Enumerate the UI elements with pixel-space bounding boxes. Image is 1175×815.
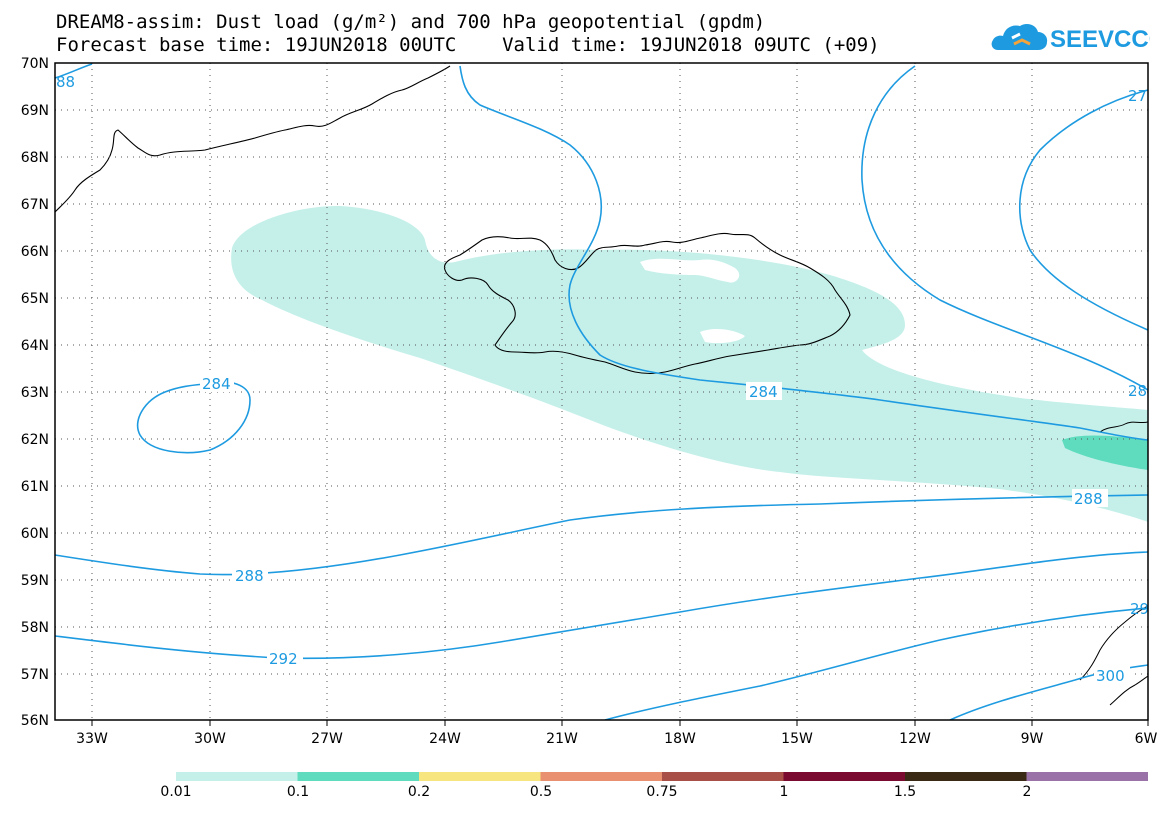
colorbar-label: 1 <box>779 784 789 800</box>
contour-284-main <box>459 65 1148 441</box>
iceland-clear-area <box>640 258 740 283</box>
faroe-coastline <box>1099 421 1148 433</box>
plot-frame <box>54 62 1149 721</box>
lat-label: 65N <box>21 291 49 307</box>
lon-label: 15W <box>781 731 813 747</box>
contour-label: 28 <box>1128 382 1147 400</box>
colorbar-label: 1.5 <box>893 784 917 800</box>
iceland-clear-area <box>700 329 745 344</box>
lat-label: 69N <box>21 103 49 119</box>
lon-label: 27W <box>311 731 343 747</box>
logo-text: SEEVCCC <box>1050 26 1150 53</box>
contour-label: 288 <box>1074 490 1103 508</box>
colorbar-label: 0.5 <box>529 784 553 800</box>
lon-label: 21W <box>546 731 578 747</box>
colorbar-swatch <box>1026 772 1148 781</box>
greenland-coastline <box>55 65 451 213</box>
contour-label: 284 <box>202 375 231 393</box>
contour-288 <box>55 494 1148 576</box>
lat-label: 60N <box>21 526 49 542</box>
lat-label: 66N <box>21 244 49 260</box>
contour-label: 88 <box>56 73 75 91</box>
lat-label: 57N <box>21 667 49 683</box>
contour-label: 292 <box>269 650 298 668</box>
lat-label: 62N <box>21 432 49 448</box>
scotland-coastline <box>1079 605 1148 706</box>
geopotential-contours <box>55 63 1148 720</box>
lon-label: 33W <box>76 731 108 747</box>
colorbar-label: 0.1 <box>286 784 310 800</box>
lon-label: 30W <box>194 731 226 747</box>
longitude-labels: 33W 30W 27W 24W 21W 18W 15W 12W 9W 6W <box>76 731 1157 747</box>
graticule <box>55 63 1148 720</box>
contour-label: 288 <box>235 567 264 585</box>
contour-label: 27 <box>1128 87 1147 105</box>
colorbar <box>176 772 1148 781</box>
lat-label: 63N <box>21 385 49 401</box>
colorbar-label: 0.2 <box>407 784 431 800</box>
colorbar-label: 0.01 <box>160 784 192 800</box>
lon-label: 9W <box>1021 731 1044 747</box>
lon-label: 12W <box>899 731 931 747</box>
lat-label: 70N <box>21 56 49 72</box>
colorbar-swatch <box>419 772 541 781</box>
forecast-times: Forecast base time: 19JUN2018 00UTC Vali… <box>56 34 880 56</box>
contour-284-closed <box>136 381 251 454</box>
contour-label: 300 <box>1096 667 1125 685</box>
colorbar-swatch <box>297 772 419 781</box>
cloud-icon <box>991 24 1048 50</box>
contour-288-nw <box>55 63 93 79</box>
lon-label: 18W <box>664 731 696 747</box>
colorbar-swatch <box>540 772 662 781</box>
contour-label: 29 <box>1130 600 1149 618</box>
map-title: DREAM8-assim: Dust load (g/m²) and 700 h… <box>56 11 766 33</box>
dust-plume-medium <box>1062 435 1148 470</box>
contour-280-east <box>861 65 1148 391</box>
axis-ticks <box>91 720 1149 726</box>
colorbar-swatch <box>176 772 298 781</box>
lat-label: 58N <box>21 620 49 636</box>
lon-label: 24W <box>429 731 461 747</box>
lat-label: 61N <box>21 479 49 495</box>
dust-plume-light <box>231 205 1148 522</box>
colorbar-swatch <box>783 772 905 781</box>
colorbar-swatch <box>905 772 1027 781</box>
lat-label: 68N <box>21 150 49 166</box>
lat-label: 67N <box>21 197 49 213</box>
seevccc-logo: SEEVCCC <box>991 24 1150 53</box>
lat-label: 64N <box>21 338 49 354</box>
lat-label: 56N <box>21 713 49 729</box>
contour-label: 284 <box>749 383 778 401</box>
contour-296 <box>604 607 1148 720</box>
contour-292 <box>55 551 1148 660</box>
colorbar-label: 2 <box>1022 784 1032 800</box>
colorbar-label: 0.75 <box>646 784 678 800</box>
lat-label: 59N <box>21 573 49 589</box>
colorbar-swatch <box>662 772 784 781</box>
contour-276-east <box>1018 89 1148 331</box>
lon-label: 6W <box>1135 731 1158 747</box>
latitude-labels: 70N 69N 68N 67N 66N 65N 64N 63N 62N 61N … <box>21 56 49 729</box>
